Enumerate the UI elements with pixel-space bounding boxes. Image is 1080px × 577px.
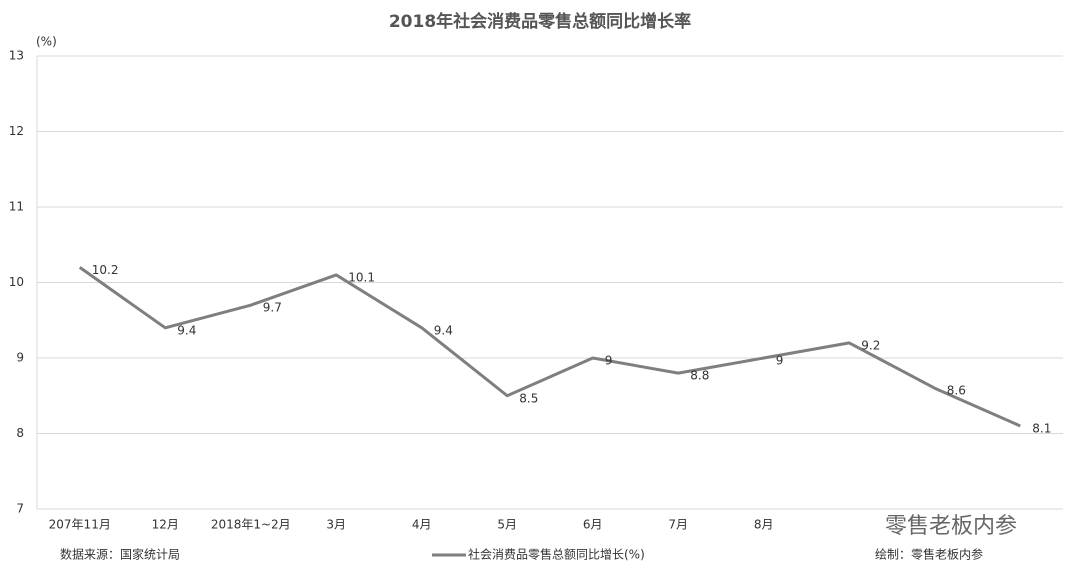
y-tick-label: 11 (9, 200, 24, 214)
y-tick-label: 7 (16, 502, 24, 516)
source: 数据来源：国家统计局 (60, 547, 180, 562)
data-label: 8.8 (690, 369, 709, 383)
x-tick-label: 5月 (497, 518, 517, 532)
data-label: 8.1 (1032, 421, 1051, 435)
data-label: 9.4 (434, 323, 453, 337)
x-tick-label: 7月 (668, 518, 688, 532)
x-tick-label: 4月 (412, 518, 432, 532)
y-tick-label: 12 (9, 124, 24, 138)
data-label: 9.4 (177, 323, 196, 337)
legend-label: 社会消费品零售总额同比增长(%) (468, 547, 645, 562)
x-tick-label: 3月 (326, 518, 346, 532)
data-label: 9 (776, 354, 784, 368)
line (78, 266, 1021, 428)
chart-title: 2018年社会消费品零售总额同比增长率 (389, 11, 691, 32)
data-label: 10.2 (92, 263, 119, 277)
watermark: 零售老板内参 (885, 514, 1017, 539)
data-label: 10.1 (348, 270, 375, 284)
data-label: 8.5 (519, 391, 538, 405)
y-axis-label: (%) (36, 35, 57, 49)
x-tick-label: 6月 (583, 518, 603, 532)
data-label: 8.6 (947, 384, 966, 398)
data-label: 9.7 (263, 301, 282, 315)
y-tick-label: 13 (9, 49, 24, 63)
data-label: 9 (605, 354, 613, 368)
y-tick-label: 9 (16, 351, 24, 365)
data-label: 9.2 (861, 338, 880, 352)
x-tick-label: 207年11月 (49, 518, 111, 532)
x-tick-label: 8月 (754, 518, 774, 532)
x-tick-label: 12月 (152, 518, 179, 532)
y-tick-label: 8 (16, 426, 24, 440)
x-tick-label: 2018年1~2月 (211, 518, 291, 532)
credit: 绘制：零售老板内参 (875, 547, 983, 562)
y-tick-label: 10 (9, 275, 24, 289)
